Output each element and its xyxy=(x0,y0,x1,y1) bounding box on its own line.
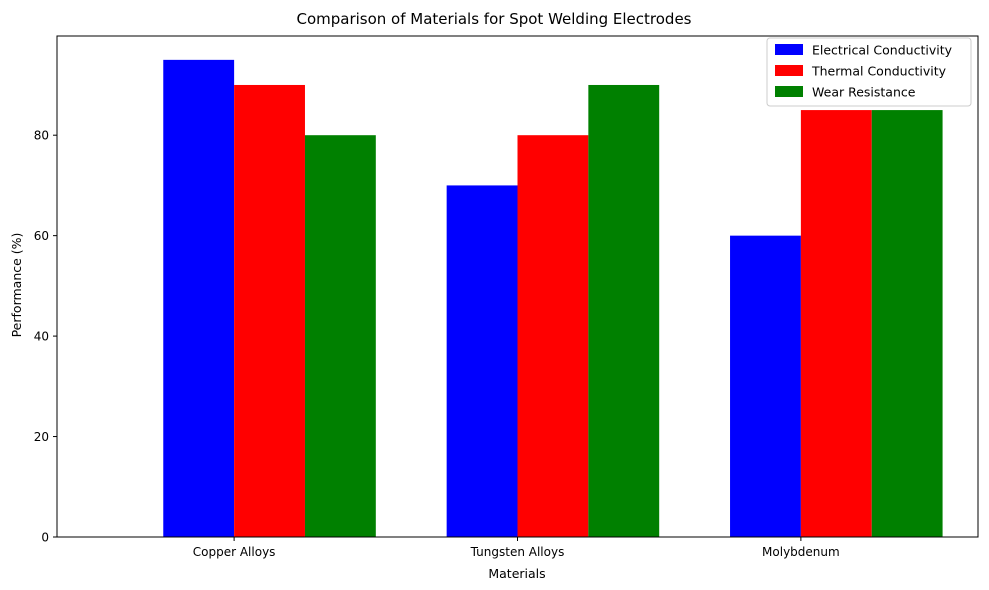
bar-wear-resistance-molybdenum xyxy=(871,110,943,537)
bar-electrical-conductivity-tungsten-alloys xyxy=(446,185,518,538)
bar-thermal-conductivity-tungsten-alloys xyxy=(517,135,589,537)
y-axis-label: Performance (%) xyxy=(9,233,24,338)
legend-label-electrical-conductivity: Electrical Conductivity xyxy=(812,43,953,58)
legend-box xyxy=(766,37,972,107)
x-tick-label-copper-alloys: Copper Alloys xyxy=(193,545,276,559)
bar-electrical-conductivity-molybdenum xyxy=(730,235,801,537)
legend-swatch-wear-resistance xyxy=(775,86,803,97)
bar-electrical-conductivity-copper-alloys xyxy=(163,59,235,538)
axes: 0 20 40 60 80 Copper Alloys Tungsten Alloys Mol… xyxy=(34,35,979,559)
bar-wear-resistance-tungsten-alloys xyxy=(588,84,660,537)
x-tick-label-tungsten-alloys: Tungsten Alloys xyxy=(470,545,565,559)
chart-title: Comparison of Materials for Spot Welding… xyxy=(296,10,691,28)
legend-swatch-electrical-conductivity xyxy=(775,44,803,55)
legend-label-wear-resistance: Wear Resistance xyxy=(812,85,916,100)
bar-wear-resistance-copper-alloys xyxy=(304,135,376,537)
legend-swatch-thermal-conductivity xyxy=(775,65,803,76)
bar-thermal-conductivity-molybdenum xyxy=(800,110,872,537)
x-tick-label-molybdenum: Molybdenum xyxy=(762,545,840,559)
y-tick-label: 20 xyxy=(34,430,49,444)
y-tick-label: 40 xyxy=(34,330,49,344)
x-axis-label: Materials xyxy=(488,566,545,581)
y-tick-label: 80 xyxy=(34,129,49,143)
bars xyxy=(163,59,943,538)
y-tick-label: 60 xyxy=(34,229,49,243)
legend-label-thermal-conductivity: Thermal Conductivity xyxy=(811,64,947,79)
y-tick-label: 0 xyxy=(41,531,49,545)
legend: Electrical Conductivity Thermal Conductiv… xyxy=(766,37,972,107)
bar-thermal-conductivity-copper-alloys xyxy=(234,84,305,537)
